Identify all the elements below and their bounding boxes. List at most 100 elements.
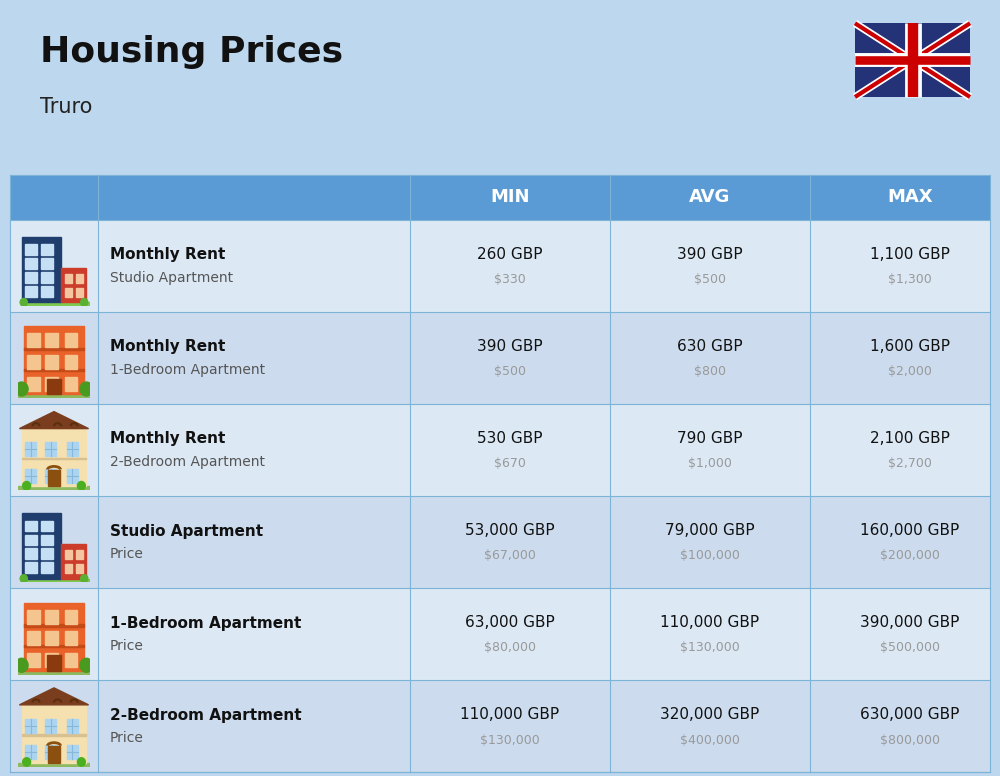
Circle shape — [77, 481, 85, 490]
Bar — [10, 404, 990, 496]
Bar — [25, 286, 37, 297]
Bar — [41, 244, 53, 255]
Bar — [22, 428, 86, 487]
Bar — [10, 220, 990, 312]
Polygon shape — [19, 688, 89, 705]
Bar — [27, 653, 40, 667]
Bar — [24, 348, 84, 351]
Text: Housing Prices: Housing Prices — [40, 35, 343, 69]
Bar — [22, 458, 86, 459]
Bar — [41, 549, 53, 559]
Bar — [27, 376, 40, 390]
Bar — [48, 469, 60, 487]
Text: 630 GBP: 630 GBP — [677, 338, 743, 354]
Text: 260 GBP: 260 GBP — [477, 247, 543, 262]
Bar — [18, 394, 90, 398]
Bar — [24, 369, 84, 371]
Bar — [22, 705, 86, 763]
Text: $800: $800 — [694, 365, 726, 378]
Text: $1,000: $1,000 — [688, 457, 732, 470]
Text: Monthly Rent: Monthly Rent — [110, 248, 225, 262]
Text: Price: Price — [110, 547, 144, 561]
Bar — [65, 550, 72, 559]
Bar — [25, 258, 37, 269]
Text: 160,000 GBP: 160,000 GBP — [860, 523, 960, 538]
Bar — [45, 334, 58, 348]
Bar — [27, 610, 40, 624]
Circle shape — [80, 382, 93, 396]
Bar — [41, 521, 53, 532]
Circle shape — [81, 575, 88, 583]
Bar — [18, 487, 90, 490]
Text: $330: $330 — [494, 273, 526, 286]
Circle shape — [80, 658, 93, 672]
Text: 1,100 GBP: 1,100 GBP — [870, 247, 950, 262]
Bar — [18, 763, 90, 767]
Bar — [47, 379, 61, 394]
Text: $1,300: $1,300 — [888, 273, 932, 286]
FancyBboxPatch shape — [855, 23, 970, 97]
Text: 2,100 GBP: 2,100 GBP — [870, 431, 950, 445]
Text: 630,000 GBP: 630,000 GBP — [860, 707, 960, 722]
Bar — [85, 385, 88, 394]
Bar — [65, 564, 72, 573]
Circle shape — [15, 658, 28, 672]
Text: $500: $500 — [694, 273, 726, 286]
Text: MAX: MAX — [887, 188, 933, 206]
Text: $500: $500 — [494, 365, 526, 378]
Text: 79,000 GBP: 79,000 GBP — [665, 523, 755, 538]
Bar — [76, 550, 83, 559]
Bar — [25, 535, 37, 546]
Bar — [67, 719, 78, 733]
Bar — [25, 521, 37, 532]
Circle shape — [23, 481, 31, 490]
Bar — [41, 535, 53, 546]
Bar — [41, 272, 53, 283]
Text: $400,000: $400,000 — [680, 733, 740, 747]
Bar — [67, 442, 78, 456]
Text: 1-Bedroom Apartment: 1-Bedroom Apartment — [110, 615, 301, 631]
Text: $130,000: $130,000 — [480, 733, 540, 747]
Text: Studio Apartment: Studio Apartment — [110, 524, 263, 539]
Bar — [48, 746, 60, 763]
Bar — [22, 237, 61, 303]
Text: $670: $670 — [494, 457, 526, 470]
Text: 2-Bedroom Apartment: 2-Bedroom Apartment — [110, 708, 302, 722]
Text: 63,000 GBP: 63,000 GBP — [465, 615, 555, 630]
Text: $130,000: $130,000 — [680, 642, 740, 654]
Text: 53,000 GBP: 53,000 GBP — [465, 523, 555, 538]
Bar — [65, 376, 77, 390]
Bar — [10, 680, 990, 772]
Circle shape — [23, 757, 31, 766]
Bar — [61, 544, 86, 579]
Bar — [25, 272, 37, 283]
Text: MIN: MIN — [490, 188, 530, 206]
Bar — [65, 274, 72, 283]
Bar — [27, 632, 40, 645]
Text: Monthly Rent: Monthly Rent — [110, 431, 225, 446]
Text: 390 GBP: 390 GBP — [677, 247, 743, 262]
Text: 320,000 GBP: 320,000 GBP — [660, 707, 760, 722]
Text: $200,000: $200,000 — [880, 549, 940, 563]
Text: $80,000: $80,000 — [484, 642, 536, 654]
Circle shape — [20, 299, 27, 307]
Text: 1-Bedroom Apartment: 1-Bedroom Apartment — [110, 363, 265, 377]
Bar — [41, 286, 53, 297]
Text: 390,000 GBP: 390,000 GBP — [860, 615, 960, 630]
Bar — [10, 496, 990, 588]
Bar — [25, 549, 37, 559]
Bar — [65, 632, 77, 645]
Circle shape — [77, 757, 85, 766]
Text: $800,000: $800,000 — [880, 733, 940, 747]
Bar — [24, 327, 84, 394]
Bar — [10, 175, 990, 220]
Bar — [47, 655, 61, 670]
Text: 390 GBP: 390 GBP — [477, 338, 543, 354]
Bar — [65, 288, 72, 297]
Bar — [45, 719, 56, 733]
Bar — [76, 274, 83, 283]
Text: AVG: AVG — [689, 188, 731, 206]
Bar — [45, 653, 58, 667]
Text: $100,000: $100,000 — [680, 549, 740, 563]
Bar — [45, 376, 58, 390]
